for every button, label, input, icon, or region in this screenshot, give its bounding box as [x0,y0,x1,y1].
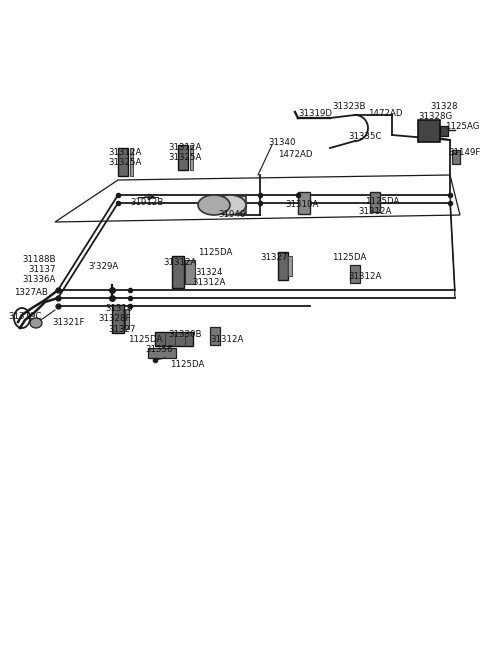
Text: 31137: 31137 [28,265,56,274]
Ellipse shape [214,195,246,215]
Text: 31325A: 31325A [108,158,142,167]
Bar [185,260,195,284]
Text: 31335C: 31335C [348,132,382,141]
Bar [155,332,193,346]
Text: 31328G: 31328G [418,112,452,121]
Text: 31325A: 31325A [168,153,202,162]
Text: 31330B: 31330B [168,330,202,339]
Text: 31312A: 31312A [210,335,243,344]
Bar [452,150,460,164]
Text: 31327: 31327 [108,325,135,334]
Bar [350,265,360,283]
Text: 1125DA: 1125DA [128,335,162,344]
Bar [178,145,188,170]
Text: 31324: 31324 [195,268,223,277]
Text: 31321F: 31321F [52,318,84,327]
Text: 31323B: 31323B [332,102,365,111]
Bar [172,256,184,288]
Ellipse shape [198,195,230,215]
Text: 1327AB: 1327AB [14,288,48,297]
Bar [130,148,133,176]
Text: 31312A: 31312A [192,278,226,287]
Text: 1125AG: 1125AG [445,122,480,131]
Text: 31312A: 31312A [108,148,142,157]
Text: 31340: 31340 [268,138,296,147]
Bar [278,252,288,280]
Text: 1472AD: 1472AD [368,109,403,118]
Bar [112,305,124,333]
Bar [214,196,246,214]
Text: 31912B: 31912B [130,198,163,207]
Text: 31149F: 31149F [448,148,480,157]
Text: 31319D: 31319D [298,109,332,118]
Bar [298,192,310,214]
Text: 31188B: 31188B [22,255,56,264]
Text: 1125DA: 1125DA [332,253,366,262]
Text: 31312A: 31312A [358,207,391,216]
Text: 31328F: 31328F [98,314,131,323]
Text: 3'329A: 3'329A [88,262,118,271]
Bar [288,256,292,276]
Text: 31312A: 31312A [163,258,196,267]
Bar [210,327,220,345]
Text: 31327: 31327 [260,253,288,262]
Ellipse shape [30,318,42,328]
Bar [370,192,380,212]
Text: 31940: 31940 [218,210,245,219]
Bar [125,309,129,329]
Bar [148,348,176,358]
Bar [418,120,440,142]
Text: 31336A: 31336A [22,275,55,284]
Text: 1472AD: 1472AD [278,150,312,159]
Text: 31310: 31310 [105,304,132,313]
Text: 31312A: 31312A [348,272,382,281]
Text: 1125DA: 1125DA [198,248,232,257]
Text: 31356: 31356 [145,345,172,354]
Text: 1125DA: 1125DA [365,197,399,206]
Bar [440,126,448,136]
Bar [190,145,193,170]
Bar [118,148,128,176]
Text: 31328: 31328 [430,102,457,111]
Text: 31319C: 31319C [8,312,41,321]
Text: 31312A: 31312A [168,143,202,152]
Text: 31310A: 31310A [285,200,318,209]
Text: 1125DA: 1125DA [170,360,204,369]
